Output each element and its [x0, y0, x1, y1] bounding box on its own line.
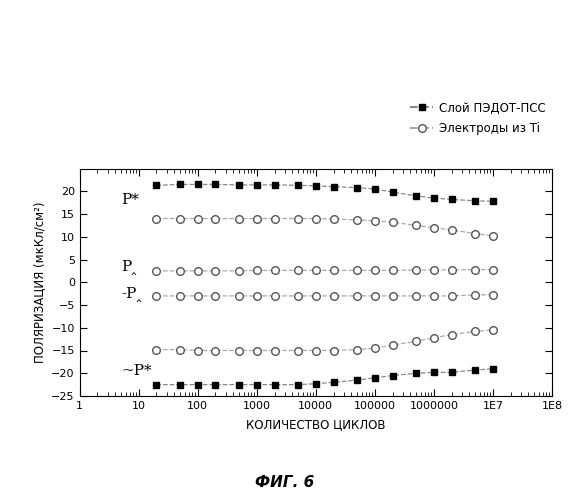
Y-axis label: ПОЛЯРИЗАЦИЯ (мкКл/см²): ПОЛЯРИЗАЦИЯ (мкКл/см²) — [33, 202, 46, 363]
Text: ФИГ. 6: ФИГ. 6 — [255, 475, 314, 490]
X-axis label: КОЛИЧЕСТВО ЦИКЛОВ: КОЛИЧЕСТВО ЦИКЛОВ — [246, 418, 386, 431]
Text: ~P*: ~P* — [121, 364, 151, 378]
Legend: Слой ПЭДОТ-ПСС, Электроды из Ti: Слой ПЭДОТ-ПСС, Электроды из Ti — [410, 102, 546, 134]
Text: P‸: P‸ — [121, 260, 137, 274]
Text: P*: P* — [121, 194, 139, 207]
Text: -P‸: -P‸ — [121, 287, 142, 302]
